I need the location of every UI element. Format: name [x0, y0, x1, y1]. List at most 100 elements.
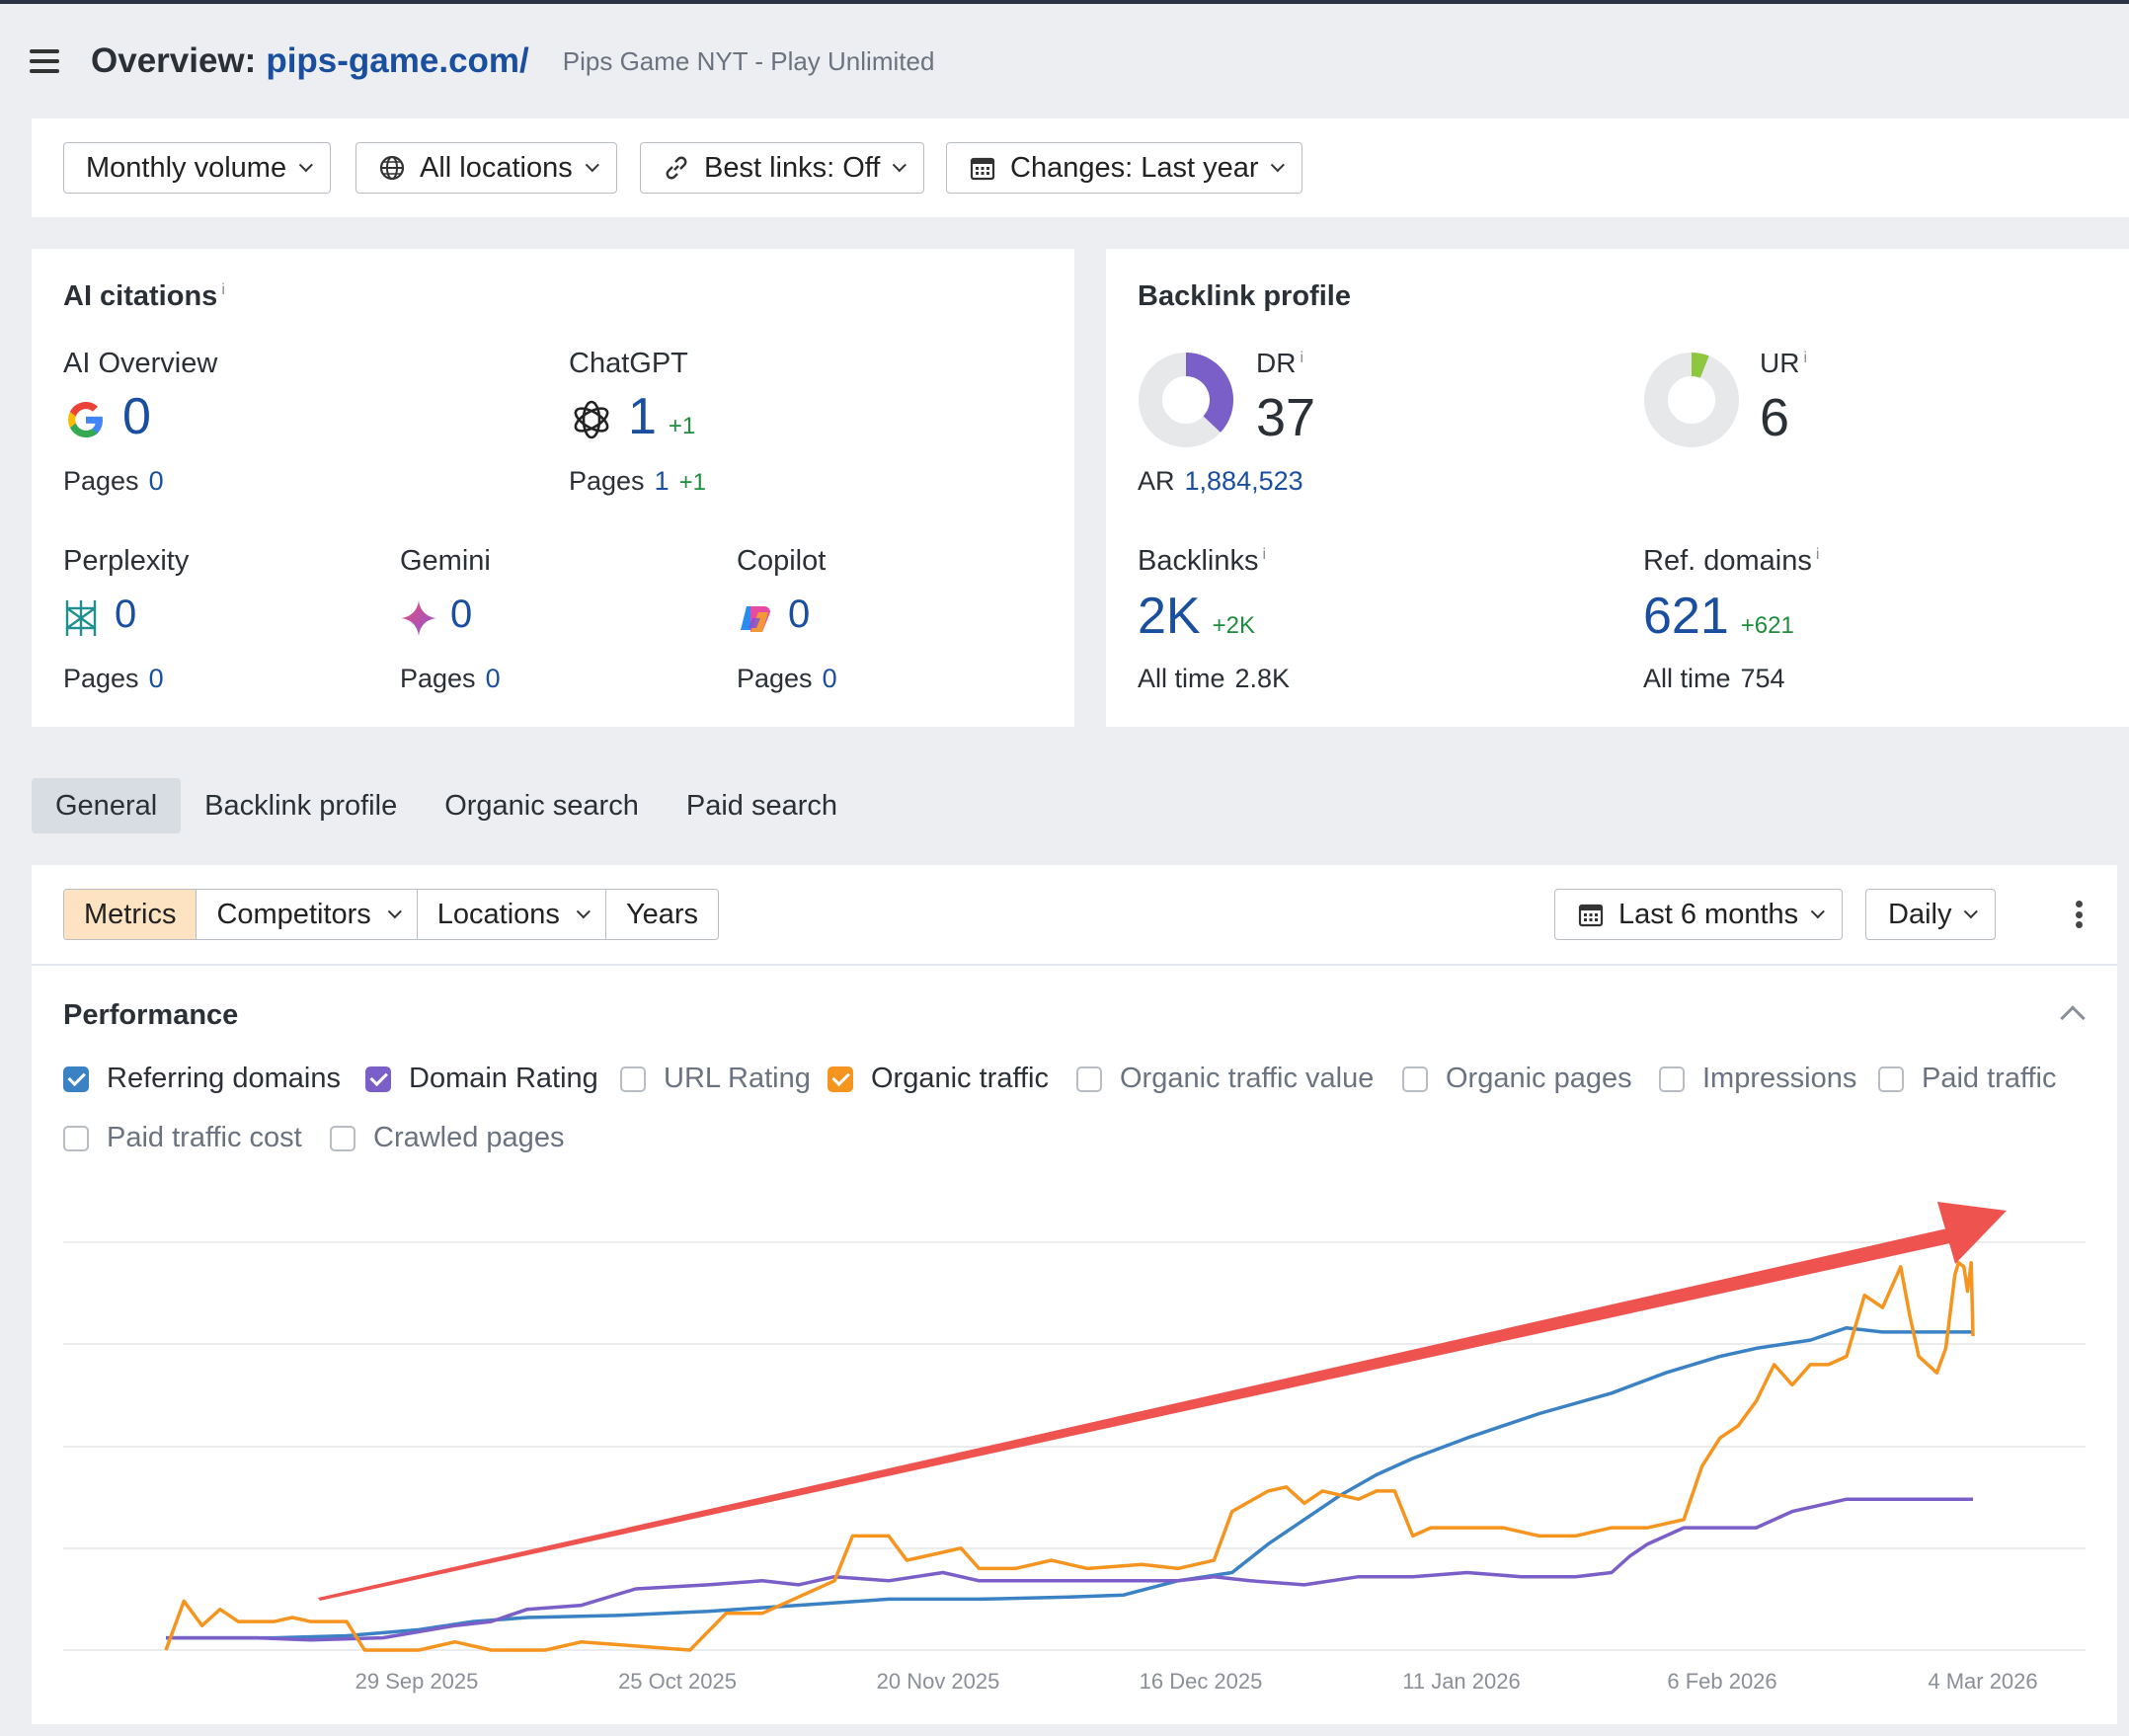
calendar-icon — [1577, 901, 1605, 928]
dr-label-text: DR — [1256, 348, 1297, 378]
metrics-button[interactable]: Metrics — [64, 890, 197, 939]
checkbox-icon — [1076, 1065, 1102, 1092]
pages-value[interactable]: 1 — [654, 466, 670, 496]
trend-arrow-head — [1937, 1202, 2007, 1264]
ai-citations-title-text: AI citations — [63, 280, 218, 312]
metric-checkbox-organic-traffic-value[interactable]: Organic traffic value — [1076, 1063, 1374, 1095]
perplexity-pages: Pages 0 — [63, 664, 164, 694]
ref-domains-label: Ref. domains i — [1643, 545, 1819, 578]
more-options-icon[interactable] — [2076, 901, 2084, 928]
domain-link[interactable]: pips-game.com/ — [266, 41, 529, 80]
alltime-label: All time — [1643, 664, 1731, 693]
x-tick-label: 4 Mar 2026 — [1928, 1669, 2037, 1694]
metric-checkbox-impressions[interactable]: Impressions — [1659, 1063, 1856, 1095]
metric-checkbox-paid-traffic[interactable]: Paid traffic — [1878, 1063, 2056, 1095]
metric-label: Organic traffic value — [1120, 1063, 1375, 1094]
backlinks-alltime: All time 2.8K — [1138, 664, 1290, 694]
series-line-referring-domains[interactable] — [166, 1325, 1973, 1640]
metric-checkbox-paid-traffic-cost[interactable]: Paid traffic cost — [63, 1122, 302, 1154]
copilot-value[interactable]: 0 — [788, 592, 811, 636]
pages-value[interactable]: 0 — [148, 664, 164, 693]
ref-domains-label-text: Ref. domains — [1643, 545, 1812, 577]
pages-label: Pages — [63, 466, 139, 496]
chatgpt-value[interactable]: 1 — [628, 388, 657, 445]
page-subtitle: Pips Game NYT - Play Unlimited — [562, 45, 935, 76]
chevron-down-icon — [298, 158, 313, 173]
chevron-down-icon — [1271, 158, 1286, 173]
pages-value[interactable]: 0 — [148, 466, 164, 496]
backlinks-delta: +2K — [1212, 612, 1255, 639]
dr-label: DR i — [1256, 348, 1303, 379]
info-icon[interactable]: i — [1815, 546, 1820, 564]
backlinks-value-row: 2K +2K — [1138, 587, 1255, 646]
metric-checkbox-url-rating[interactable]: URL Rating — [620, 1063, 811, 1095]
alltime-value: 754 — [1740, 664, 1785, 693]
competitors-label: Competitors — [216, 898, 371, 930]
series-line-organic-traffic[interactable] — [164, 1260, 1975, 1652]
best-links-dropdown[interactable]: Best links: Off — [640, 142, 925, 194]
locations-dropdown[interactable]: All locations — [355, 142, 617, 194]
best-links-label: Best links: Off — [704, 151, 881, 184]
info-icon[interactable]: i — [1262, 546, 1267, 564]
metric-checkbox-domain-rating[interactable]: Domain Rating — [365, 1063, 598, 1095]
date-range-dropdown[interactable]: Last 6 months — [1554, 889, 1844, 940]
backlinks-label: Backlinks i — [1138, 545, 1266, 578]
tab-general[interactable]: General — [32, 778, 182, 833]
x-axis-ticks: 29 Sep 2025 25 Oct 2025 20 Nov 2025 16 Dec … — [355, 1669, 2038, 1694]
gemini-pages: Pages 0 — [400, 664, 501, 694]
backlinks-value[interactable]: 2K — [1138, 588, 1201, 645]
metric-checkbox-organic-traffic[interactable]: Organic traffic — [828, 1063, 1049, 1095]
tab-organic-search[interactable]: Organic search — [444, 789, 639, 822]
perplexity-value[interactable]: 0 — [115, 592, 137, 636]
series-line-domain-rating[interactable] — [166, 1497, 1973, 1642]
volume-dropdown[interactable]: Monthly volume — [63, 142, 332, 194]
metric-label: Organic traffic — [871, 1063, 1049, 1094]
menu-icon[interactable] — [30, 49, 59, 73]
volume-label: Monthly volume — [86, 151, 287, 184]
ref-domains-value[interactable]: 621 — [1643, 588, 1729, 645]
ref-domains-value-row: 621 +621 — [1643, 587, 1794, 646]
info-icon[interactable]: i — [1300, 349, 1304, 366]
granularity-dropdown[interactable]: Daily — [1865, 889, 1997, 940]
pages-label: Pages — [63, 664, 139, 693]
x-tick-label: 20 Nov 2025 — [877, 1669, 1000, 1694]
backlinks-label-text: Backlinks — [1138, 545, 1259, 577]
tab-paid-search[interactable]: Paid search — [685, 789, 838, 822]
checkbox-icon — [365, 1065, 391, 1092]
granularity-label: Daily — [1888, 898, 1952, 930]
tab-backlink-profile[interactable]: Backlink profile — [204, 789, 398, 822]
metric-label: Domain Rating — [409, 1063, 598, 1094]
ai-overview-value[interactable]: 0 — [122, 388, 151, 445]
pages-value[interactable]: 0 — [822, 664, 837, 693]
metric-label: Organic pages — [1446, 1063, 1632, 1094]
ar-value[interactable]: 1,884,523 — [1184, 466, 1303, 496]
years-button[interactable]: Years — [605, 890, 719, 939]
changes-dropdown[interactable]: Changes: Last year — [946, 142, 1303, 194]
gemini-label: Gemini — [400, 545, 491, 577]
metric-checkbox-crawled-pages[interactable]: Crawled pages — [330, 1122, 564, 1154]
ai-citations-title: AI citations i — [63, 280, 225, 313]
competitors-dropdown[interactable]: Competitors — [197, 890, 418, 939]
dr-value: 37 — [1256, 388, 1316, 447]
performance-chart: 29 Sep 2025 25 Oct 2025 20 Nov 2025 16 Dec … — [63, 1202, 2086, 1694]
gemini-value[interactable]: 0 — [450, 592, 473, 636]
x-tick-label: 11 Jan 2026 — [1402, 1669, 1520, 1694]
info-icon[interactable]: i — [1803, 349, 1808, 366]
metric-checkbox-organic-pages[interactable]: Organic pages — [1402, 1063, 1632, 1095]
page-title: Overview: — [91, 41, 257, 80]
checkbox-icon — [620, 1065, 646, 1092]
checkbox-icon — [63, 1065, 89, 1092]
chatgpt-value-row: 1 +1 — [628, 387, 695, 446]
ai-overview-label: AI Overview — [63, 348, 218, 379]
ar-label: AR — [1138, 466, 1175, 496]
metric-checkbox-referring-domains[interactable]: Referring domains — [63, 1063, 341, 1095]
info-icon[interactable]: i — [221, 281, 225, 299]
ur-donut-chart — [1644, 353, 1739, 447]
checkbox-icon — [330, 1125, 355, 1151]
metric-label: Impressions — [1702, 1063, 1857, 1094]
x-tick-label: 29 Sep 2025 — [355, 1669, 479, 1694]
pages-value[interactable]: 0 — [485, 664, 501, 693]
dr-donut-fill — [1185, 353, 1233, 433]
locations-chart-dropdown[interactable]: Locations — [417, 890, 606, 939]
ur-label: UR i — [1760, 348, 1807, 379]
